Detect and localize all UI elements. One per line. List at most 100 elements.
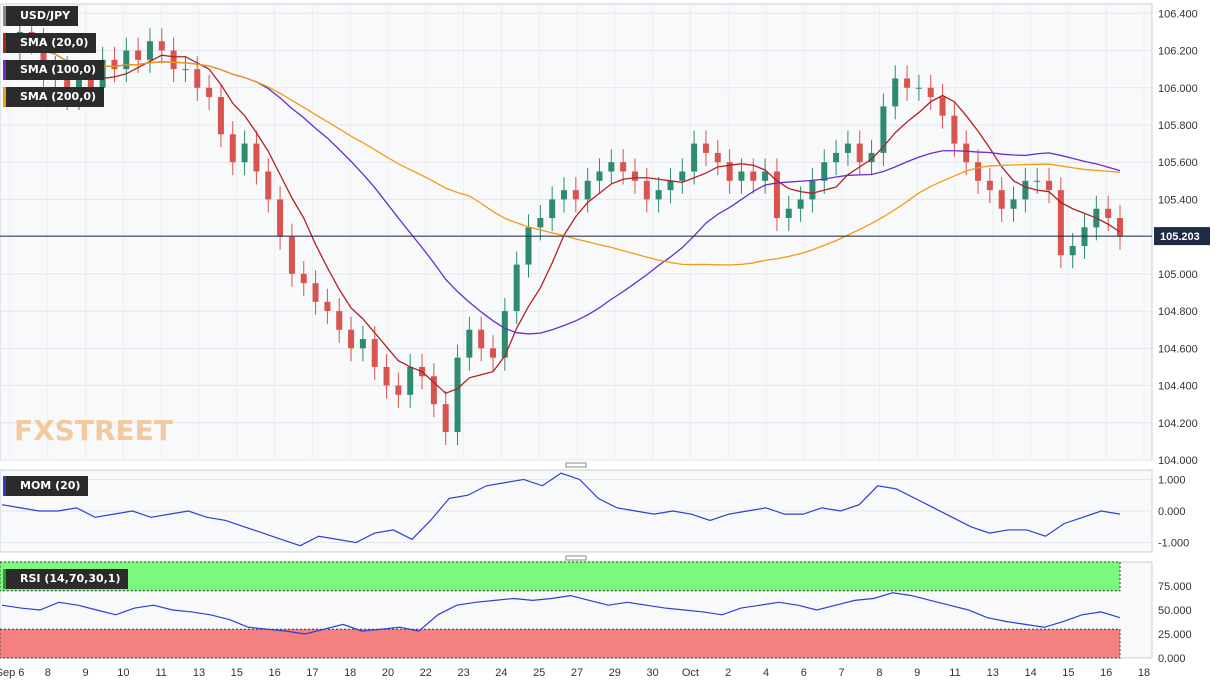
y-tick-label: 104.000: [1158, 455, 1198, 467]
y-tick-label: 104.200: [1158, 418, 1198, 430]
splitter-mom-rsi[interactable]: [565, 555, 587, 561]
candle: [892, 78, 899, 107]
rsi-tick-label: 25.000: [1158, 629, 1192, 641]
x-tick-label: 9: [83, 667, 89, 679]
candle: [620, 162, 627, 172]
x-tick-label: 6: [801, 667, 807, 679]
rsi-oversold-zone: [0, 628, 1121, 659]
x-tick-label: 29: [609, 667, 621, 679]
candle: [158, 41, 165, 51]
candle: [123, 50, 130, 70]
sma200-label[interactable]: SMA (200,0): [3, 87, 105, 107]
candle: [442, 404, 449, 433]
x-tick-label: 30: [646, 667, 658, 679]
x-tick-label: 18: [344, 667, 356, 679]
rsi-tick-label: 50.000: [1158, 605, 1192, 617]
candle: [549, 199, 556, 219]
candle: [844, 143, 851, 153]
current-price-box: [1154, 227, 1210, 246]
y-tick-label: 104.600: [1158, 343, 1198, 355]
x-tick-label: 13: [193, 667, 205, 679]
candle: [383, 366, 390, 386]
candle: [809, 180, 816, 200]
rsi-line: [1, 592, 1121, 635]
candle: [856, 143, 863, 163]
candle: [868, 152, 875, 163]
candle: [513, 264, 520, 312]
candle: [300, 273, 307, 284]
candle: [773, 171, 780, 219]
x-tick-label: 23: [457, 667, 469, 679]
candle: [762, 171, 769, 181]
candle: [265, 171, 272, 200]
candle: [466, 329, 473, 358]
mom-tick-label: -1.000: [1158, 538, 1189, 550]
mom-tick-label: 1.000: [1158, 474, 1186, 486]
candle: [40, 41, 47, 79]
y-tick-label: 106.400: [1158, 8, 1198, 20]
y-tick-label: 104.800: [1158, 306, 1198, 318]
x-tick-label: 9: [914, 667, 920, 679]
y-tick-label: 105.000: [1158, 269, 1198, 281]
candle: [87, 78, 94, 88]
x-tick-label: 10: [117, 667, 129, 679]
candle: [206, 87, 213, 98]
candle: [1057, 190, 1064, 256]
x-tick-label: 8: [876, 667, 882, 679]
candle: [135, 50, 142, 60]
rsi-tick-label: 0.000: [1158, 653, 1186, 665]
candle: [714, 152, 721, 163]
x-tick-label: 22: [420, 667, 432, 679]
candle: [348, 329, 355, 349]
x-tick-label: 17: [306, 667, 318, 679]
candle: [217, 97, 224, 135]
y-tick-label: 105.800: [1158, 120, 1198, 132]
candle: [1022, 180, 1029, 200]
candle: [821, 162, 828, 181]
candle: [1117, 218, 1123, 237]
candle: [395, 385, 402, 395]
candle: [572, 190, 579, 200]
candle: [833, 152, 840, 163]
sma20-label[interactable]: SMA (20,0): [3, 33, 97, 53]
mom-label[interactable]: MOM (20): [3, 476, 89, 496]
candle: [111, 59, 118, 70]
rsi-label[interactable]: RSI (14,70,30,1): [3, 569, 129, 589]
candle: [182, 69, 189, 71]
candle: [939, 97, 946, 116]
candle: [631, 171, 638, 181]
splitter-main-mom[interactable]: [565, 462, 587, 468]
candle: [490, 348, 497, 358]
candle: [915, 87, 922, 89]
x-tick-label: 11: [949, 667, 960, 679]
sma100-label[interactable]: SMA (100,0): [3, 60, 105, 80]
candle: [324, 301, 331, 312]
candle: [1069, 245, 1076, 256]
x-tick-label: 24: [495, 667, 507, 679]
x-tick-label: 8: [45, 667, 51, 679]
x-tick-label: 2: [725, 667, 731, 679]
y-tick-label: 106.000: [1158, 83, 1198, 95]
mom-tick-label: 0.000: [1158, 506, 1186, 518]
x-tick-label: Oct: [682, 667, 699, 679]
candle: [194, 69, 201, 88]
x-tick-label: 25: [533, 667, 545, 679]
candle: [1046, 180, 1053, 191]
x-tick-label: 15: [1062, 667, 1074, 679]
candle: [584, 180, 591, 200]
candle: [691, 143, 698, 172]
x-tick-label: 14: [1024, 667, 1036, 679]
candle: [170, 50, 177, 70]
y-tick-label: 105.400: [1158, 194, 1198, 206]
candle: [1034, 180, 1041, 182]
candle: [288, 236, 295, 274]
x-tick-label: 7: [839, 667, 845, 679]
candle: [738, 171, 745, 181]
candle: [797, 199, 804, 209]
x-tick-label: 13: [987, 667, 999, 679]
candle: [359, 339, 366, 349]
candle: [64, 69, 71, 98]
candle: [726, 162, 733, 181]
candle: [951, 115, 958, 144]
